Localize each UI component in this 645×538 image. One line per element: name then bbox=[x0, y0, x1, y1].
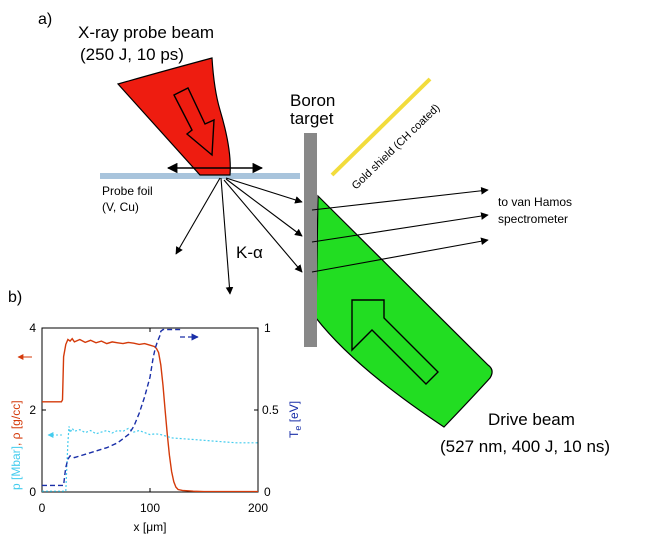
k-alpha-rays bbox=[175, 177, 303, 295]
probe-beam-direction-arrow bbox=[173, 87, 215, 157]
plot-frame bbox=[41, 327, 259, 493]
target-label-line2: target bbox=[290, 109, 334, 128]
spectrometer-label-line1: to van Hamos bbox=[498, 195, 572, 209]
x-tick-label: 100 bbox=[140, 501, 160, 515]
right-tick-label: 0 bbox=[264, 485, 271, 499]
k-alpha-label: K-α bbox=[236, 243, 263, 262]
drive-beam-params: (527 nm, 400 J, 10 ns) bbox=[440, 437, 610, 456]
spectrometer-rays bbox=[311, 186, 489, 273]
transmitted-ray bbox=[311, 186, 489, 211]
gold-shield-label: Gold shield (CH coated) bbox=[350, 102, 443, 192]
pressure-axis-label: p [Mbar] bbox=[9, 446, 23, 490]
target-label-line1: Boron bbox=[290, 91, 335, 110]
density-line bbox=[42, 337, 258, 492]
temperature-axis-symbol: T bbox=[287, 430, 301, 438]
panel-a-label: a) bbox=[38, 11, 52, 28]
panel-b-label: b) bbox=[8, 289, 22, 306]
probe-foil bbox=[100, 173, 300, 179]
emission-ray bbox=[220, 177, 234, 295]
emission-ray bbox=[175, 177, 221, 255]
left-tick-label: 2 bbox=[29, 403, 36, 417]
probe-beam-params: (250 J, 10 ps) bbox=[80, 45, 184, 64]
probe-foil-label-line1: Probe foil bbox=[102, 184, 153, 198]
emission-ray bbox=[225, 178, 303, 237]
right-tick-label: 1 bbox=[264, 321, 271, 335]
temperature-axis-unit: [eV] bbox=[287, 401, 301, 426]
series-layer bbox=[42, 328, 258, 492]
emission-ray bbox=[225, 177, 303, 204]
left-axis-separator: , bbox=[9, 439, 23, 446]
right-tick-label: 0.5 bbox=[262, 403, 279, 417]
x-axis-label: x [μm] bbox=[134, 520, 167, 534]
x-tick-label: 0 bbox=[39, 501, 46, 515]
probe-beam-title: X-ray probe beam bbox=[78, 23, 214, 42]
temperature-axis-label: Te [eV] bbox=[287, 401, 303, 438]
left-axis-label: p [Mbar], ρ [g/cc] bbox=[9, 400, 23, 490]
left-tick-label: 0 bbox=[29, 485, 36, 499]
boron-target bbox=[304, 133, 317, 347]
drive-beam-shape bbox=[315, 194, 493, 428]
transmitted-ray bbox=[311, 212, 489, 243]
probe-beam-shape bbox=[116, 57, 231, 176]
gold-shield bbox=[330, 77, 432, 177]
drive-beam-direction-arrow bbox=[351, 299, 439, 385]
spectrometer-label-line2: spectrometer bbox=[498, 212, 568, 226]
pressure-line bbox=[42, 426, 258, 492]
transmitted-ray bbox=[311, 237, 489, 273]
x-tick-label: 200 bbox=[248, 501, 268, 515]
drive-beam-title: Drive beam bbox=[488, 410, 575, 429]
left-tick-label: 4 bbox=[29, 321, 36, 335]
density-axis-label: ρ [g/cc] bbox=[9, 400, 23, 439]
emission-ray bbox=[223, 179, 303, 273]
probe-foil-label-line2: (V, Cu) bbox=[102, 200, 139, 214]
temperature-axis-subscript: e bbox=[293, 426, 303, 431]
